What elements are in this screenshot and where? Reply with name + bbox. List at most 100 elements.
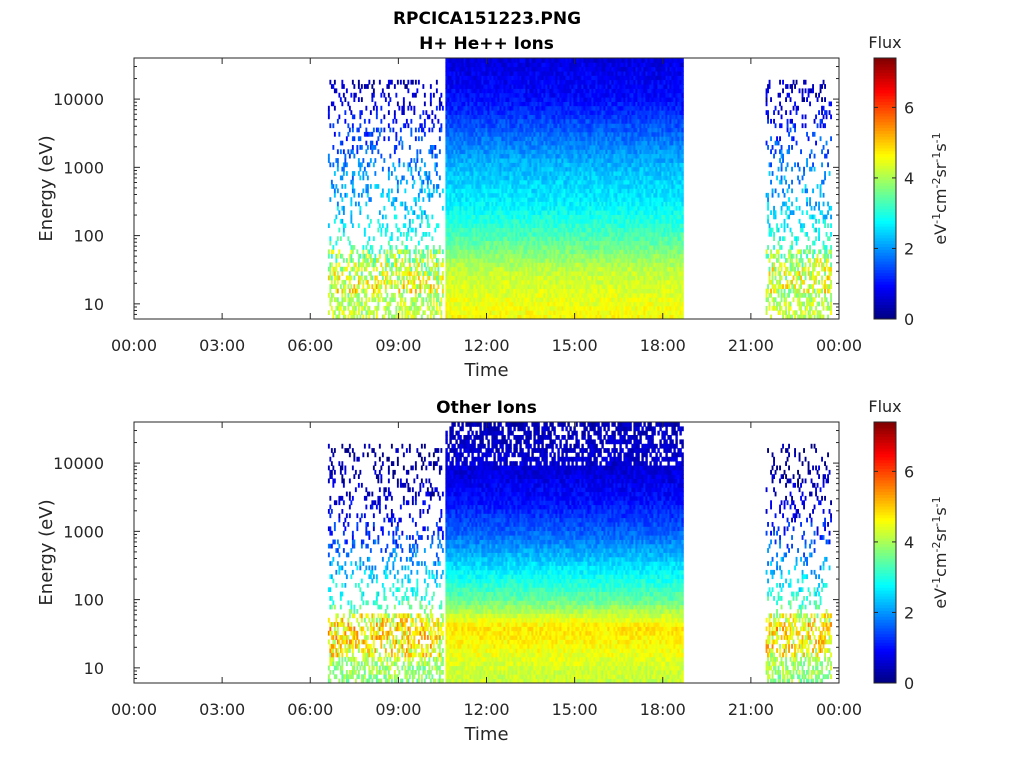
flux-cell [449, 314, 452, 319]
flux-cell [507, 145, 510, 150]
flux-cell [329, 240, 332, 246]
flux-cell [547, 266, 550, 272]
flux-cell [333, 79, 336, 85]
flux-cell [348, 253, 351, 259]
flux-cell [569, 145, 572, 150]
flux-cell [541, 62, 544, 68]
flux-cell [527, 175, 530, 181]
flux-cell [511, 266, 514, 272]
flux-cell [477, 88, 480, 94]
flux-cell [559, 105, 562, 111]
flux-cell [457, 105, 460, 111]
flux-cell [531, 210, 534, 215]
flux-cell [453, 175, 456, 181]
flux-cell [341, 297, 344, 303]
flux-cell [461, 75, 464, 81]
flux-cell [386, 262, 389, 268]
flux-cell [489, 218, 492, 224]
flux-cell [451, 105, 454, 111]
flux-cell [569, 292, 572, 298]
flux-cell [423, 101, 426, 107]
flux-cell [404, 205, 407, 211]
flux-cell [395, 314, 398, 319]
flux-cell [440, 279, 443, 285]
flux-cell [525, 271, 528, 276]
flux-cell [449, 158, 452, 163]
flux-cell [360, 310, 363, 315]
flux-cell [537, 297, 540, 303]
flux-cell [473, 245, 476, 250]
flux-cell [515, 114, 518, 120]
flux-cell [390, 79, 393, 85]
flux-cell [527, 79, 530, 85]
flux-cell [519, 310, 522, 315]
flux-cell [561, 288, 564, 294]
flux-cell [428, 188, 431, 194]
flux-cell [435, 249, 438, 255]
flux-cell [561, 188, 564, 194]
flux-cell [519, 305, 522, 311]
flux-cell [360, 162, 363, 168]
flux-cell [495, 127, 498, 133]
flux-cell [426, 301, 429, 307]
flux-cell [459, 188, 462, 194]
flux-cell [495, 253, 498, 259]
flux-cell [525, 158, 528, 163]
flux-cell [386, 305, 389, 311]
flux-cell [459, 131, 462, 137]
flux-cell [501, 105, 504, 111]
flux-cell [455, 118, 458, 124]
flux-cell [487, 258, 490, 263]
flux-cell [459, 218, 462, 224]
flux-cell [515, 149, 518, 155]
flux-cell [523, 114, 526, 120]
flux-cell [549, 201, 552, 207]
flux-cell [491, 279, 494, 285]
flux-cell [329, 297, 332, 303]
flux-cell [390, 253, 393, 259]
flux-cell [545, 284, 548, 289]
flux-cell [495, 166, 498, 172]
flux-cell [380, 127, 383, 133]
flux-cell [529, 288, 532, 294]
flux-cell [543, 71, 546, 76]
flux-cell [420, 136, 423, 142]
flux-cell [519, 232, 522, 237]
flux-cell [404, 310, 407, 315]
flux-cell [469, 175, 472, 181]
flux-cell [537, 258, 540, 263]
flux-cell [533, 192, 536, 198]
flux-cell [547, 101, 550, 107]
flux-cell [561, 314, 564, 319]
flux-cell [499, 97, 502, 102]
flux-cell [469, 210, 472, 215]
flux-cell [565, 310, 568, 315]
flux-cell [435, 184, 438, 189]
flux-cell [353, 114, 356, 120]
flux-cell [521, 136, 524, 142]
flux-cell [387, 314, 390, 319]
flux-cell [422, 271, 425, 276]
flux-cell [521, 258, 524, 263]
flux-cell [475, 275, 478, 281]
flux-cell [459, 279, 462, 285]
flux-cell [449, 131, 452, 137]
flux-cell [533, 240, 536, 246]
flux-cell [547, 166, 550, 172]
flux-cell [463, 305, 466, 311]
flux-cell [366, 131, 369, 137]
flux-cell [527, 197, 530, 202]
flux-cell [429, 314, 432, 319]
flux-cell [547, 240, 550, 246]
flux-cell [531, 58, 534, 63]
flux-cell [422, 253, 425, 259]
flux-cell [555, 223, 558, 228]
flux-cell [497, 145, 500, 150]
flux-cell [377, 184, 380, 189]
flux-cell [463, 210, 466, 215]
flux-cell [471, 110, 474, 115]
flux-cell [473, 97, 476, 102]
flux-cell [479, 118, 482, 124]
flux-cell [523, 149, 526, 155]
flux-cell [437, 249, 440, 255]
